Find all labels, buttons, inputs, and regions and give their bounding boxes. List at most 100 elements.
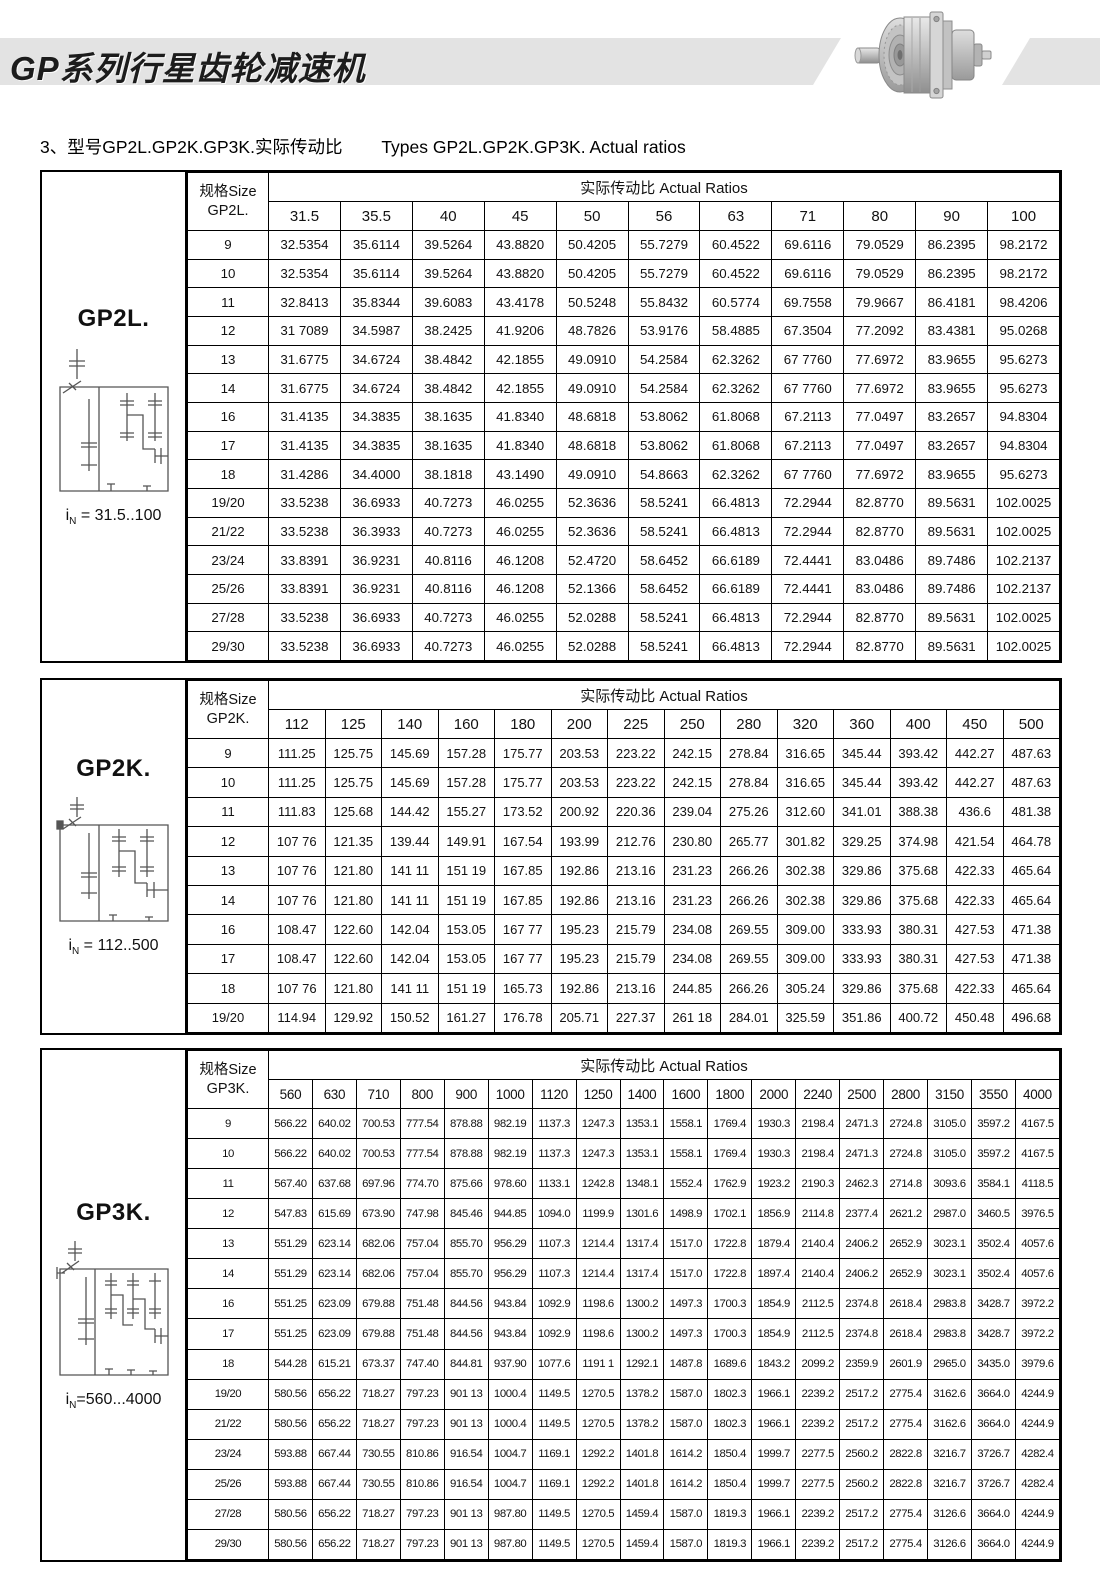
ratio-cell: 2112.5 bbox=[795, 1288, 841, 1320]
ratio-cell: 141 11 bbox=[381, 884, 439, 916]
ratio-cell: 35.6114 bbox=[339, 258, 413, 289]
ratio-cell: 39.6083 bbox=[411, 287, 485, 317]
ratio-cell: 46.0255 bbox=[483, 602, 557, 633]
size-cell: 14 bbox=[187, 1258, 269, 1290]
ratio-cell: 730.55 bbox=[355, 1468, 401, 1500]
in-range: =560...4000 bbox=[76, 1390, 162, 1408]
ratio-column-header: 140 bbox=[381, 709, 439, 739]
ratio-cell: 55.7279 bbox=[627, 258, 701, 289]
table-row: 9 111.25 125.75 145.69 157.28 175.77 203.53 223… bbox=[187, 737, 1060, 769]
ratio-cell: 3105.0 bbox=[927, 1107, 972, 1140]
ratio-cell: 33.8391 bbox=[268, 573, 341, 604]
ratio-cell: 1292.2 bbox=[575, 1438, 621, 1470]
ratio-cell: 1722.8 bbox=[707, 1258, 753, 1290]
ratio-column-header: 31.5 bbox=[268, 201, 341, 231]
ratio-cell: 53.8062 bbox=[627, 430, 701, 461]
ratio-cell: 2822.8 bbox=[883, 1438, 929, 1470]
ratio-cell: 39.5264 bbox=[411, 230, 485, 260]
size-cell: 10 bbox=[187, 258, 269, 289]
ratio-cell: 121.35 bbox=[324, 826, 382, 857]
ratio-cell: 442.27 bbox=[946, 767, 1004, 798]
in-sub: N bbox=[69, 1400, 77, 1412]
ratio-cell: 3093.6 bbox=[927, 1168, 972, 1200]
ratio-cell: 1999.7 bbox=[751, 1468, 797, 1500]
ratio-cell: 52.0288 bbox=[555, 631, 629, 661]
gp2l-label-pane: GP2L. iN = 31.5..100 bbox=[42, 172, 187, 661]
table-row: 21/22 33.5238 36.3933 40.7273 46.0255 52.3636… bbox=[187, 516, 1060, 547]
ratio-cell: 3584.1 bbox=[971, 1168, 1016, 1200]
ratio-cell: 213.16 bbox=[607, 855, 665, 886]
ratio-cell: 1850.4 bbox=[707, 1438, 753, 1470]
ratio-cell: 1497.3 bbox=[663, 1288, 709, 1320]
ratio-cell: 122.60 bbox=[324, 943, 382, 975]
ratio-cell: 66.4813 bbox=[699, 516, 773, 547]
ratio-cell: 1587.0 bbox=[663, 1498, 709, 1530]
ratio-cell: 593.88 bbox=[268, 1438, 313, 1470]
ratio-cell: 2775.4 bbox=[883, 1528, 929, 1561]
ratio-cell: 329.86 bbox=[833, 973, 891, 1004]
size-header-cell: 规格Size GP3K. bbox=[187, 1050, 269, 1109]
ratio-cell: 987.80 bbox=[487, 1528, 533, 1561]
ratio-cell: 656.22 bbox=[311, 1498, 357, 1530]
ratio-cell: 747.40 bbox=[399, 1348, 445, 1380]
ratio-cell: 2198.4 bbox=[795, 1138, 841, 1170]
ratio-cell: 309.00 bbox=[776, 943, 834, 975]
ratio-cell: 3597.2 bbox=[971, 1138, 1016, 1170]
ratio-cell: 427.53 bbox=[946, 914, 1004, 945]
ratio-cell: 48.6818 bbox=[555, 401, 629, 432]
ratio-cell: 77.6972 bbox=[843, 459, 917, 489]
ratio-cell: 83.0486 bbox=[843, 573, 917, 604]
size-cell: 16 bbox=[187, 914, 269, 945]
ratio-cell: 427.53 bbox=[946, 943, 1004, 975]
ratio-cell: 60.4522 bbox=[699, 258, 773, 289]
ratio-cell: 1107.3 bbox=[531, 1228, 577, 1260]
ratio-column-header: 280 bbox=[720, 709, 778, 739]
ratio-cell: 593.88 bbox=[268, 1468, 313, 1500]
ratio-cell: 66.4813 bbox=[699, 631, 773, 661]
table-row: 27/28 580.56 656.22 718.27 797.23 901 13 987.8… bbox=[187, 1498, 1061, 1530]
ratio-cell: 810.86 bbox=[399, 1438, 445, 1470]
ratio-cell: 46.0255 bbox=[483, 516, 557, 547]
size-cell: 23/24 bbox=[187, 545, 269, 575]
ratio-cell: 58.6452 bbox=[627, 573, 701, 604]
ratio-cell: 1819.3 bbox=[707, 1498, 753, 1530]
ratio-cell: 1552.4 bbox=[663, 1168, 709, 1200]
table-row: 13 31.6775 34.6724 38.4842 42.1855 49.0910 54.… bbox=[187, 344, 1060, 375]
ratio-cell: 1169.1 bbox=[531, 1438, 577, 1470]
ratio-cell: 3126.6 bbox=[927, 1498, 972, 1530]
ratio-cell: 673.90 bbox=[355, 1198, 401, 1230]
ratio-cell: 58.4885 bbox=[699, 315, 773, 346]
table-row: 11 32.8413 35.8344 39.6083 43.4178 50.5248 55.… bbox=[187, 287, 1060, 317]
ratio-cell: 31.4286 bbox=[268, 459, 341, 489]
ratio-cell: 1270.5 bbox=[575, 1378, 621, 1410]
table-row: 18 31.4286 34.4000 38.1818 43.1490 49.0910 54.… bbox=[187, 459, 1060, 489]
ratio-cell: 72.2944 bbox=[771, 487, 845, 518]
in-base: i bbox=[65, 507, 70, 525]
ratio-cell: 2517.2 bbox=[839, 1498, 885, 1530]
ratio-cell: 567.40 bbox=[268, 1168, 313, 1200]
ratio-cell: 700.53 bbox=[355, 1138, 401, 1170]
ratio-cell: 1317.4 bbox=[619, 1258, 665, 1290]
ratio-cell: 122.60 bbox=[324, 914, 382, 945]
ratio-cell: 111.25 bbox=[268, 767, 326, 798]
ratio-cell: 2406.2 bbox=[839, 1228, 885, 1260]
ratio-cell: 266.26 bbox=[720, 884, 778, 916]
gp3k-table-pane: 规格Size GP3K. 实际传动比 Actual Ratios 560 630 710 8… bbox=[187, 1050, 1061, 1561]
ratio-cell: 38.4842 bbox=[411, 344, 485, 375]
ratio-cell: 89.5631 bbox=[915, 631, 989, 661]
ratio-column-header: 1120 bbox=[531, 1079, 577, 1109]
ratio-cell: 3664.0 bbox=[971, 1378, 1016, 1410]
size-header-text: 规格Size bbox=[199, 691, 257, 708]
ratio-cell: 341.01 bbox=[833, 796, 891, 828]
ratio-cell: 1270.5 bbox=[575, 1528, 621, 1561]
ratio-cell: 86.2395 bbox=[915, 258, 989, 289]
ratio-cell: 1000.4 bbox=[487, 1378, 533, 1410]
ratio-column-header: 56 bbox=[627, 201, 701, 231]
ratio-cell: 1004.7 bbox=[487, 1438, 533, 1470]
ratio-column-header: 500 bbox=[1002, 709, 1060, 739]
ratio-cell: 1966.1 bbox=[751, 1408, 797, 1440]
ratio-cell: 107 76 bbox=[268, 855, 326, 886]
ratio-cell: 275.26 bbox=[720, 796, 778, 828]
ratio-cell: 844.56 bbox=[443, 1288, 489, 1320]
ratio-cell: 1614.2 bbox=[663, 1468, 709, 1500]
